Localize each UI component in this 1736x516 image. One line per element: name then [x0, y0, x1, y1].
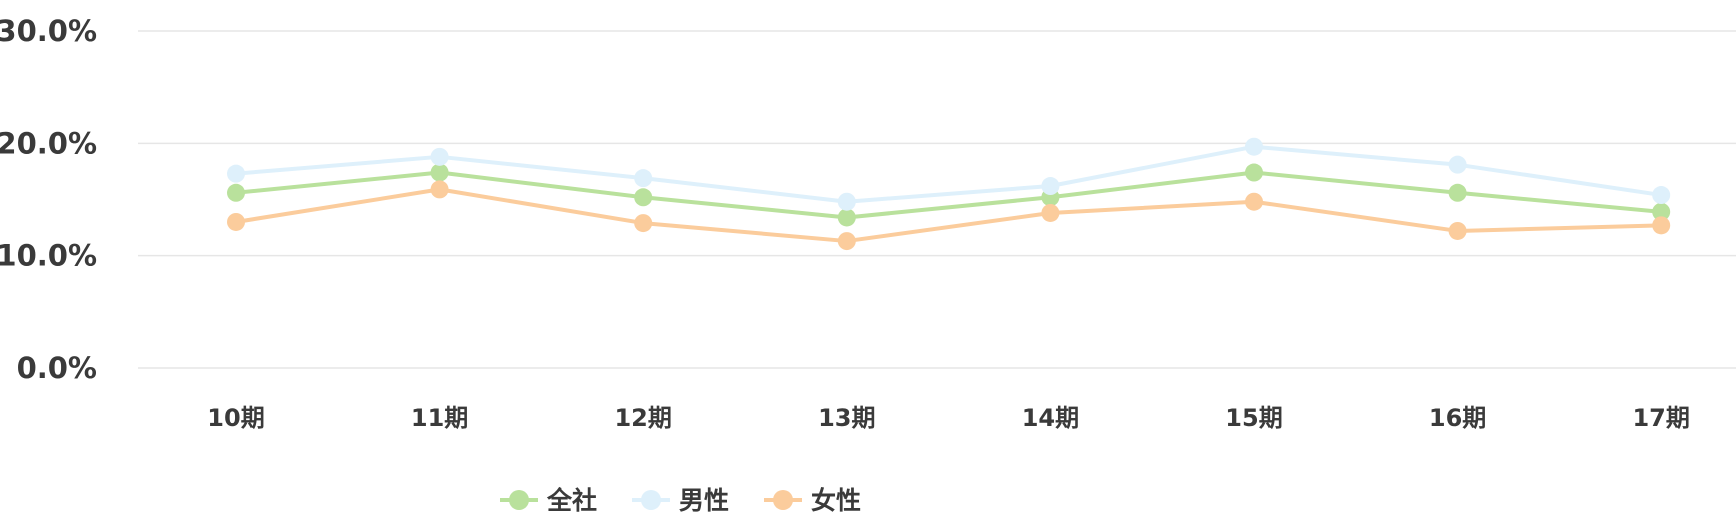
data-point	[837, 208, 856, 227]
series-line	[235, 187, 1662, 244]
legend-label: 全社	[546, 486, 597, 515]
data-point	[227, 183, 245, 202]
y-tick-label: 0.0%	[17, 351, 97, 385]
data-point	[1245, 163, 1263, 182]
x-tick-label: 17期	[1632, 404, 1689, 432]
y-axis-ticks: 0.0% 10.0% 20.0% 30.0%	[0, 14, 97, 385]
x-tick-label: 15期	[1225, 404, 1282, 432]
data-point	[634, 214, 653, 233]
x-tick-label: 16期	[1429, 404, 1486, 432]
x-tick-label: 12期	[614, 404, 671, 432]
y-tick-label: 20.0%	[0, 126, 97, 160]
legend-dot-marker	[509, 490, 529, 510]
data-point	[1652, 186, 1671, 205]
y-tick-label: 30.0%	[0, 14, 97, 48]
data-point	[1245, 192, 1263, 211]
legend-dot-marker	[641, 490, 661, 510]
legend-item: 全社	[500, 486, 597, 515]
x-axis-ticks: 10期 11期 12期 13期 14期 15期 16期 17期	[207, 404, 1690, 432]
data-point	[634, 188, 653, 207]
legend-item: 女性	[764, 486, 861, 515]
x-tick-label: 11期	[411, 404, 468, 432]
data-point	[837, 232, 856, 251]
x-tick-label: 13期	[818, 404, 875, 432]
series-line	[235, 170, 1662, 220]
data-point	[1652, 202, 1671, 221]
data-point	[1448, 155, 1467, 174]
data-point	[1448, 221, 1467, 240]
series-line	[235, 144, 1662, 204]
legend-item: 男性	[632, 486, 729, 515]
x-tick-label: 10期	[207, 404, 264, 432]
data-point	[1245, 137, 1263, 156]
data-point	[227, 164, 245, 183]
series-2	[227, 180, 1671, 251]
data-point	[1041, 177, 1060, 196]
legend-label: 女性	[811, 486, 861, 515]
data-point	[1652, 216, 1671, 235]
data-point	[227, 212, 245, 231]
series-1	[227, 137, 1671, 211]
series-layer	[227, 137, 1671, 251]
data-point	[1448, 183, 1467, 202]
data-point	[634, 169, 653, 188]
legend-label: 男性	[679, 486, 729, 515]
grid-layer	[138, 30, 1736, 369]
data-point	[430, 180, 449, 199]
data-point	[1041, 203, 1060, 222]
legend: 全社 男性 女性	[500, 486, 861, 515]
data-point	[430, 163, 449, 182]
legend-dot-marker	[773, 490, 793, 510]
data-point	[837, 192, 856, 211]
y-tick-label: 10.0%	[0, 239, 97, 273]
data-point	[430, 147, 449, 166]
x-tick-label: 14期	[1022, 404, 1079, 432]
